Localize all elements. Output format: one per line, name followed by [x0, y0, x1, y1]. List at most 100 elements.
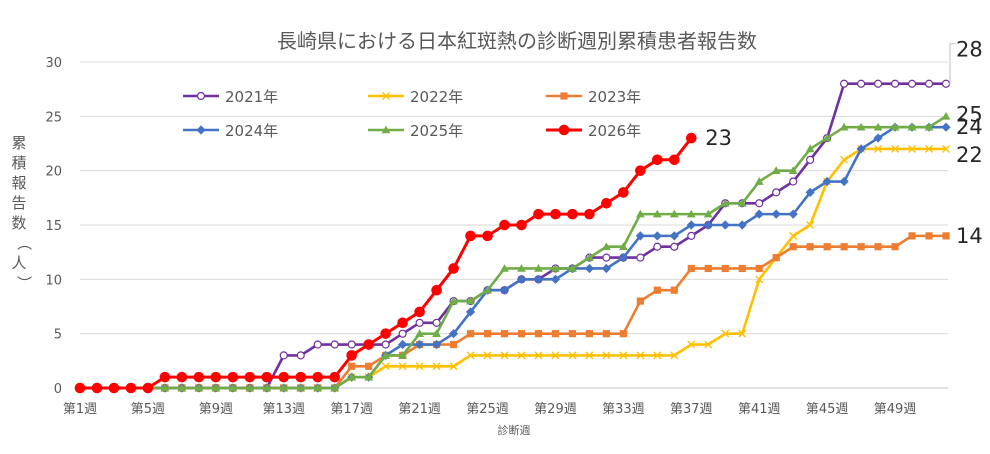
data-point: [363, 339, 374, 350]
y-axis-title-char: ）: [15, 275, 33, 290]
data-point: [618, 253, 628, 263]
data-point: [653, 351, 662, 360]
data-point: [551, 264, 560, 272]
data-point: [669, 209, 679, 218]
data-point: [296, 383, 306, 392]
series-layer: [74, 79, 951, 394]
y-axis-ticks: 0 5 10 15 20 25 30: [45, 56, 62, 397]
data-point: [499, 285, 510, 295]
data-point: [805, 187, 815, 197]
data-point: [381, 351, 391, 359]
x-tick-label: 第49週: [874, 402, 917, 417]
x-tick-label: 第17週: [330, 402, 373, 417]
legend-item: 2025年: [368, 122, 463, 140]
legend-item: 2026年: [546, 122, 641, 140]
data-point: [91, 382, 103, 394]
data-point: [211, 383, 221, 392]
data-point: [381, 362, 390, 371]
series-2021年: [80, 79, 951, 393]
data-point: [465, 230, 476, 242]
data-point: [873, 79, 883, 88]
data-point: [823, 243, 831, 251]
data-point: [415, 329, 425, 337]
data-point: [193, 371, 205, 383]
data-point: [194, 383, 204, 392]
end-label: 24: [956, 115, 983, 139]
end-label: 25: [956, 102, 983, 126]
data-point: [382, 92, 390, 100]
data-point: [533, 208, 544, 220]
data-point: [414, 306, 425, 318]
data-point: [890, 122, 900, 131]
data-point: [347, 340, 356, 349]
data-point: [196, 125, 206, 135]
data-point: [534, 264, 543, 272]
data-point: [483, 351, 492, 360]
data-point: [398, 329, 407, 338]
legend-item: 2021年: [183, 88, 278, 106]
y-tick-label: 0: [54, 382, 62, 397]
data-point: [721, 264, 729, 273]
data-point: [772, 188, 781, 197]
data-point: [908, 144, 917, 153]
data-point: [874, 243, 882, 251]
data-point: [635, 231, 645, 241]
data-point: [602, 253, 611, 262]
data-point: [483, 330, 492, 338]
data-point: [550, 274, 561, 284]
end-label: 28: [956, 38, 983, 62]
data-point: [839, 176, 849, 187]
data-point: [584, 208, 595, 220]
data-point: [584, 263, 595, 274]
data-point: [279, 351, 288, 360]
data-point: [789, 177, 798, 186]
data-point: [670, 351, 679, 360]
data-point: [636, 253, 645, 262]
data-point: [432, 329, 441, 337]
y-axis-title-char: 累: [11, 134, 26, 152]
data-point: [398, 362, 407, 371]
y-axis-title-char: 告: [11, 194, 26, 212]
y-tick-label: 20: [45, 165, 62, 180]
x-tick-label: 第5週: [131, 402, 165, 417]
data-point: [313, 340, 322, 349]
data-point: [177, 383, 187, 392]
data-point: [279, 383, 289, 392]
data-point: [534, 351, 543, 360]
data-point: [669, 231, 679, 241]
data-point: [381, 125, 391, 134]
data-point: [415, 318, 424, 327]
x-tick-label: 第41週: [738, 402, 781, 417]
data-point: [908, 232, 916, 240]
end-label: 22: [956, 143, 983, 167]
data-point: [618, 242, 628, 251]
data-point: [348, 362, 356, 370]
x-tick-label: 第45週: [806, 402, 849, 417]
data-point: [635, 209, 645, 218]
y-tick-label: 10: [45, 273, 62, 288]
data-point: [516, 219, 527, 231]
data-point: [585, 351, 594, 360]
data-point: [806, 221, 815, 229]
data-point: [466, 330, 475, 338]
data-point: [840, 155, 849, 164]
data-point: [788, 209, 798, 219]
data-point: [312, 371, 324, 383]
data-point: [942, 144, 950, 153]
data-point: [720, 220, 730, 230]
data-point: [466, 351, 475, 360]
data-point: [670, 286, 678, 294]
x-tick-label: 第29週: [534, 402, 577, 417]
data-point: [907, 79, 917, 88]
data-point: [517, 264, 526, 272]
data-point: [482, 230, 493, 242]
data-point: [601, 197, 612, 209]
data-point: [560, 92, 568, 100]
data-point: [907, 122, 917, 131]
legend-label: 2021年: [225, 88, 278, 106]
data-point: [431, 339, 442, 350]
data-point: [159, 371, 171, 383]
data-point: [568, 351, 577, 360]
data-point: [228, 383, 238, 392]
y-axis-title-char: （: [15, 235, 33, 250]
